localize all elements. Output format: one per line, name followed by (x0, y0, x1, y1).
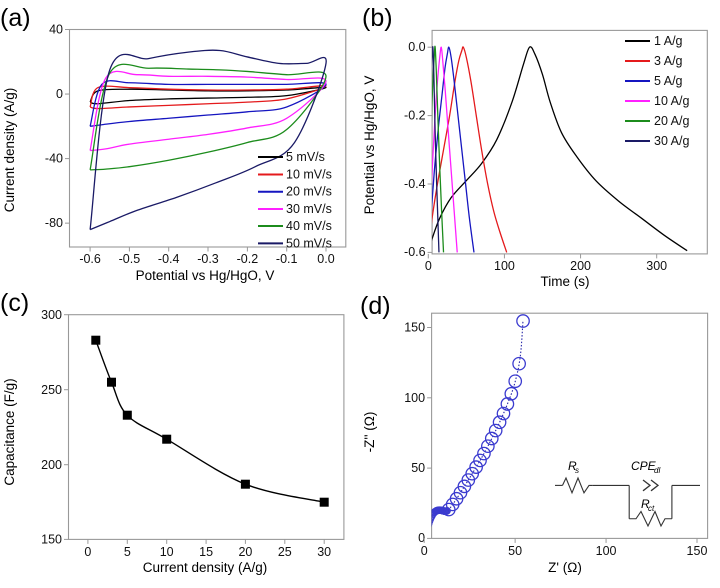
svg-text:10 mV/s: 10 mV/s (286, 168, 332, 182)
svg-text:30 A/g: 30 A/g (654, 134, 689, 148)
svg-text:100: 100 (494, 259, 515, 273)
svg-text:50 mV/s: 50 mV/s (286, 236, 332, 250)
svg-text:-40: -40 (45, 152, 63, 166)
svg-text:300: 300 (646, 259, 667, 273)
svg-text:-0.6: -0.6 (404, 245, 426, 259)
svg-text:CPE: CPE (631, 459, 657, 473)
svg-text:10: 10 (160, 545, 174, 559)
svg-text:Potential vs Hg/HgO, V: Potential vs Hg/HgO, V (362, 76, 377, 215)
svg-text:0.0: 0.0 (408, 40, 425, 54)
svg-text:dl: dl (654, 466, 660, 475)
svg-text:Current density (A/g): Current density (A/g) (2, 88, 17, 213)
svg-text:0: 0 (421, 544, 428, 558)
svg-text:50: 50 (411, 461, 425, 475)
svg-text:(d): (d) (360, 292, 391, 320)
svg-text:30 mV/s: 30 mV/s (286, 202, 332, 216)
svg-text:(a): (a) (0, 4, 31, 32)
svg-text:10 A/g: 10 A/g (654, 94, 689, 108)
svg-text:5: 5 (124, 545, 131, 559)
svg-text:100: 100 (596, 544, 617, 558)
svg-text:1 A/g: 1 A/g (654, 34, 683, 48)
svg-text:-0.2: -0.2 (237, 252, 259, 266)
svg-text:Time (s): Time (s) (541, 274, 590, 289)
svg-text:-0.6: -0.6 (79, 252, 101, 266)
svg-text:Potential vs Hg/HgO, V: Potential vs Hg/HgO, V (136, 268, 275, 283)
svg-text:Current density (A/g): Current density (A/g) (143, 560, 268, 575)
svg-text:20: 20 (238, 545, 252, 559)
svg-text:150: 150 (41, 533, 62, 547)
svg-text:30: 30 (317, 545, 331, 559)
svg-text:40 mV/s: 40 mV/s (286, 219, 332, 233)
svg-text:3 A/g: 3 A/g (654, 54, 683, 68)
svg-text:40: 40 (49, 23, 63, 37)
svg-text:200: 200 (41, 458, 62, 472)
svg-text:0: 0 (84, 545, 91, 559)
svg-text:250: 250 (41, 383, 62, 397)
svg-text:0: 0 (56, 87, 63, 101)
svg-text:150: 150 (404, 321, 425, 335)
svg-text:20 A/g: 20 A/g (654, 114, 689, 128)
svg-text:25: 25 (278, 545, 292, 559)
svg-text:-0.4: -0.4 (158, 252, 180, 266)
svg-text:Z' (Ω): Z' (Ω) (548, 560, 582, 575)
svg-text:-0.5: -0.5 (119, 252, 141, 266)
svg-text:20 mV/s: 20 mV/s (286, 185, 332, 199)
svg-text:0: 0 (418, 531, 425, 545)
svg-text:-0.3: -0.3 (197, 252, 219, 266)
svg-text:-0.1: -0.1 (276, 252, 298, 266)
svg-text:15: 15 (199, 545, 213, 559)
svg-text:-0.2: -0.2 (404, 108, 426, 122)
svg-text:5 A/g: 5 A/g (654, 74, 683, 88)
svg-text:150: 150 (687, 544, 708, 558)
svg-text:300: 300 (41, 308, 62, 322)
svg-text:Capacitance (F/g): Capacitance (F/g) (2, 378, 17, 485)
svg-text:(b): (b) (362, 4, 393, 32)
svg-text:5 mV/s: 5 mV/s (286, 150, 325, 164)
svg-text:-0.4: -0.4 (404, 177, 426, 191)
svg-text:ct: ct (648, 504, 655, 513)
svg-text:-80: -80 (45, 216, 63, 230)
svg-text:0.0: 0.0 (317, 252, 334, 266)
svg-text:0: 0 (425, 259, 432, 273)
svg-text:100: 100 (404, 391, 425, 405)
svg-text:(c): (c) (0, 292, 29, 317)
svg-text:200: 200 (570, 259, 591, 273)
svg-text:s: s (575, 466, 579, 475)
svg-text:-Z'' (Ω): -Z'' (Ω) (362, 412, 377, 453)
svg-text:50: 50 (508, 544, 522, 558)
